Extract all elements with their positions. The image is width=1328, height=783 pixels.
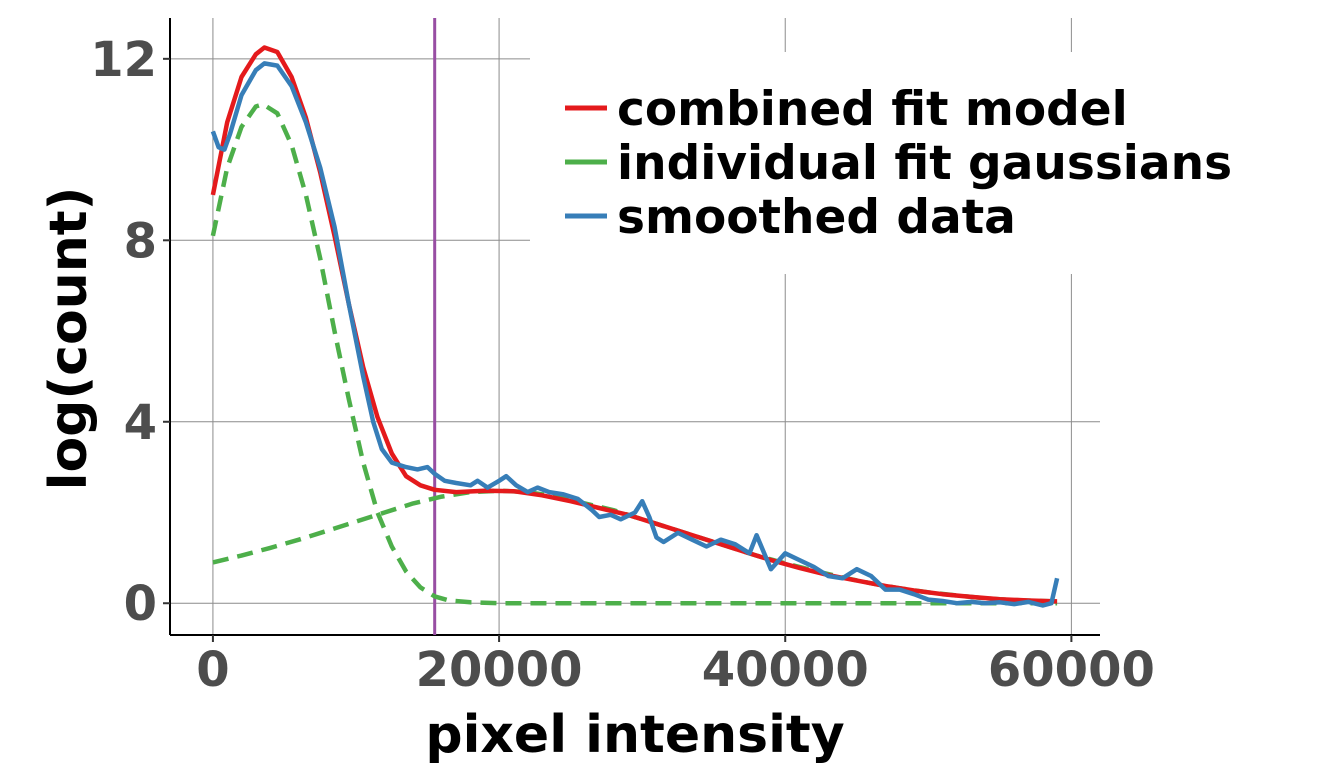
x-tick-label-0: 0 bbox=[196, 642, 229, 698]
series-line-0 bbox=[210, 45, 1058, 604]
series-line-3 bbox=[210, 61, 1060, 608]
x-axis-title: pixel intensity bbox=[425, 705, 844, 765]
legend-label-1: individual fit gaussians bbox=[617, 136, 1232, 191]
series-layer bbox=[210, 45, 1060, 608]
legend-label-0: combined fit model bbox=[617, 82, 1128, 137]
y-tick-label-0: 0 bbox=[124, 576, 157, 632]
y-tick-labels: 0 4 8 12 bbox=[90, 32, 170, 632]
y-tick-label-3: 12 bbox=[90, 32, 157, 88]
x-tick-label-1: 20000 bbox=[416, 642, 583, 698]
y-axis-title: log(count) bbox=[39, 187, 99, 491]
x-tick-labels: 0 20000 40000 60000 bbox=[196, 635, 1155, 698]
series-line-2 bbox=[212, 488, 1058, 604]
axes bbox=[169, 18, 1100, 636]
y-tick-label-2: 8 bbox=[124, 213, 157, 269]
legend-background bbox=[530, 52, 1320, 274]
x-tick-label-3: 60000 bbox=[988, 642, 1155, 698]
legend-label-2: smoothed data bbox=[617, 190, 1016, 245]
x-tick-label-2: 40000 bbox=[702, 642, 869, 698]
y-tick-label-1: 4 bbox=[124, 395, 157, 451]
